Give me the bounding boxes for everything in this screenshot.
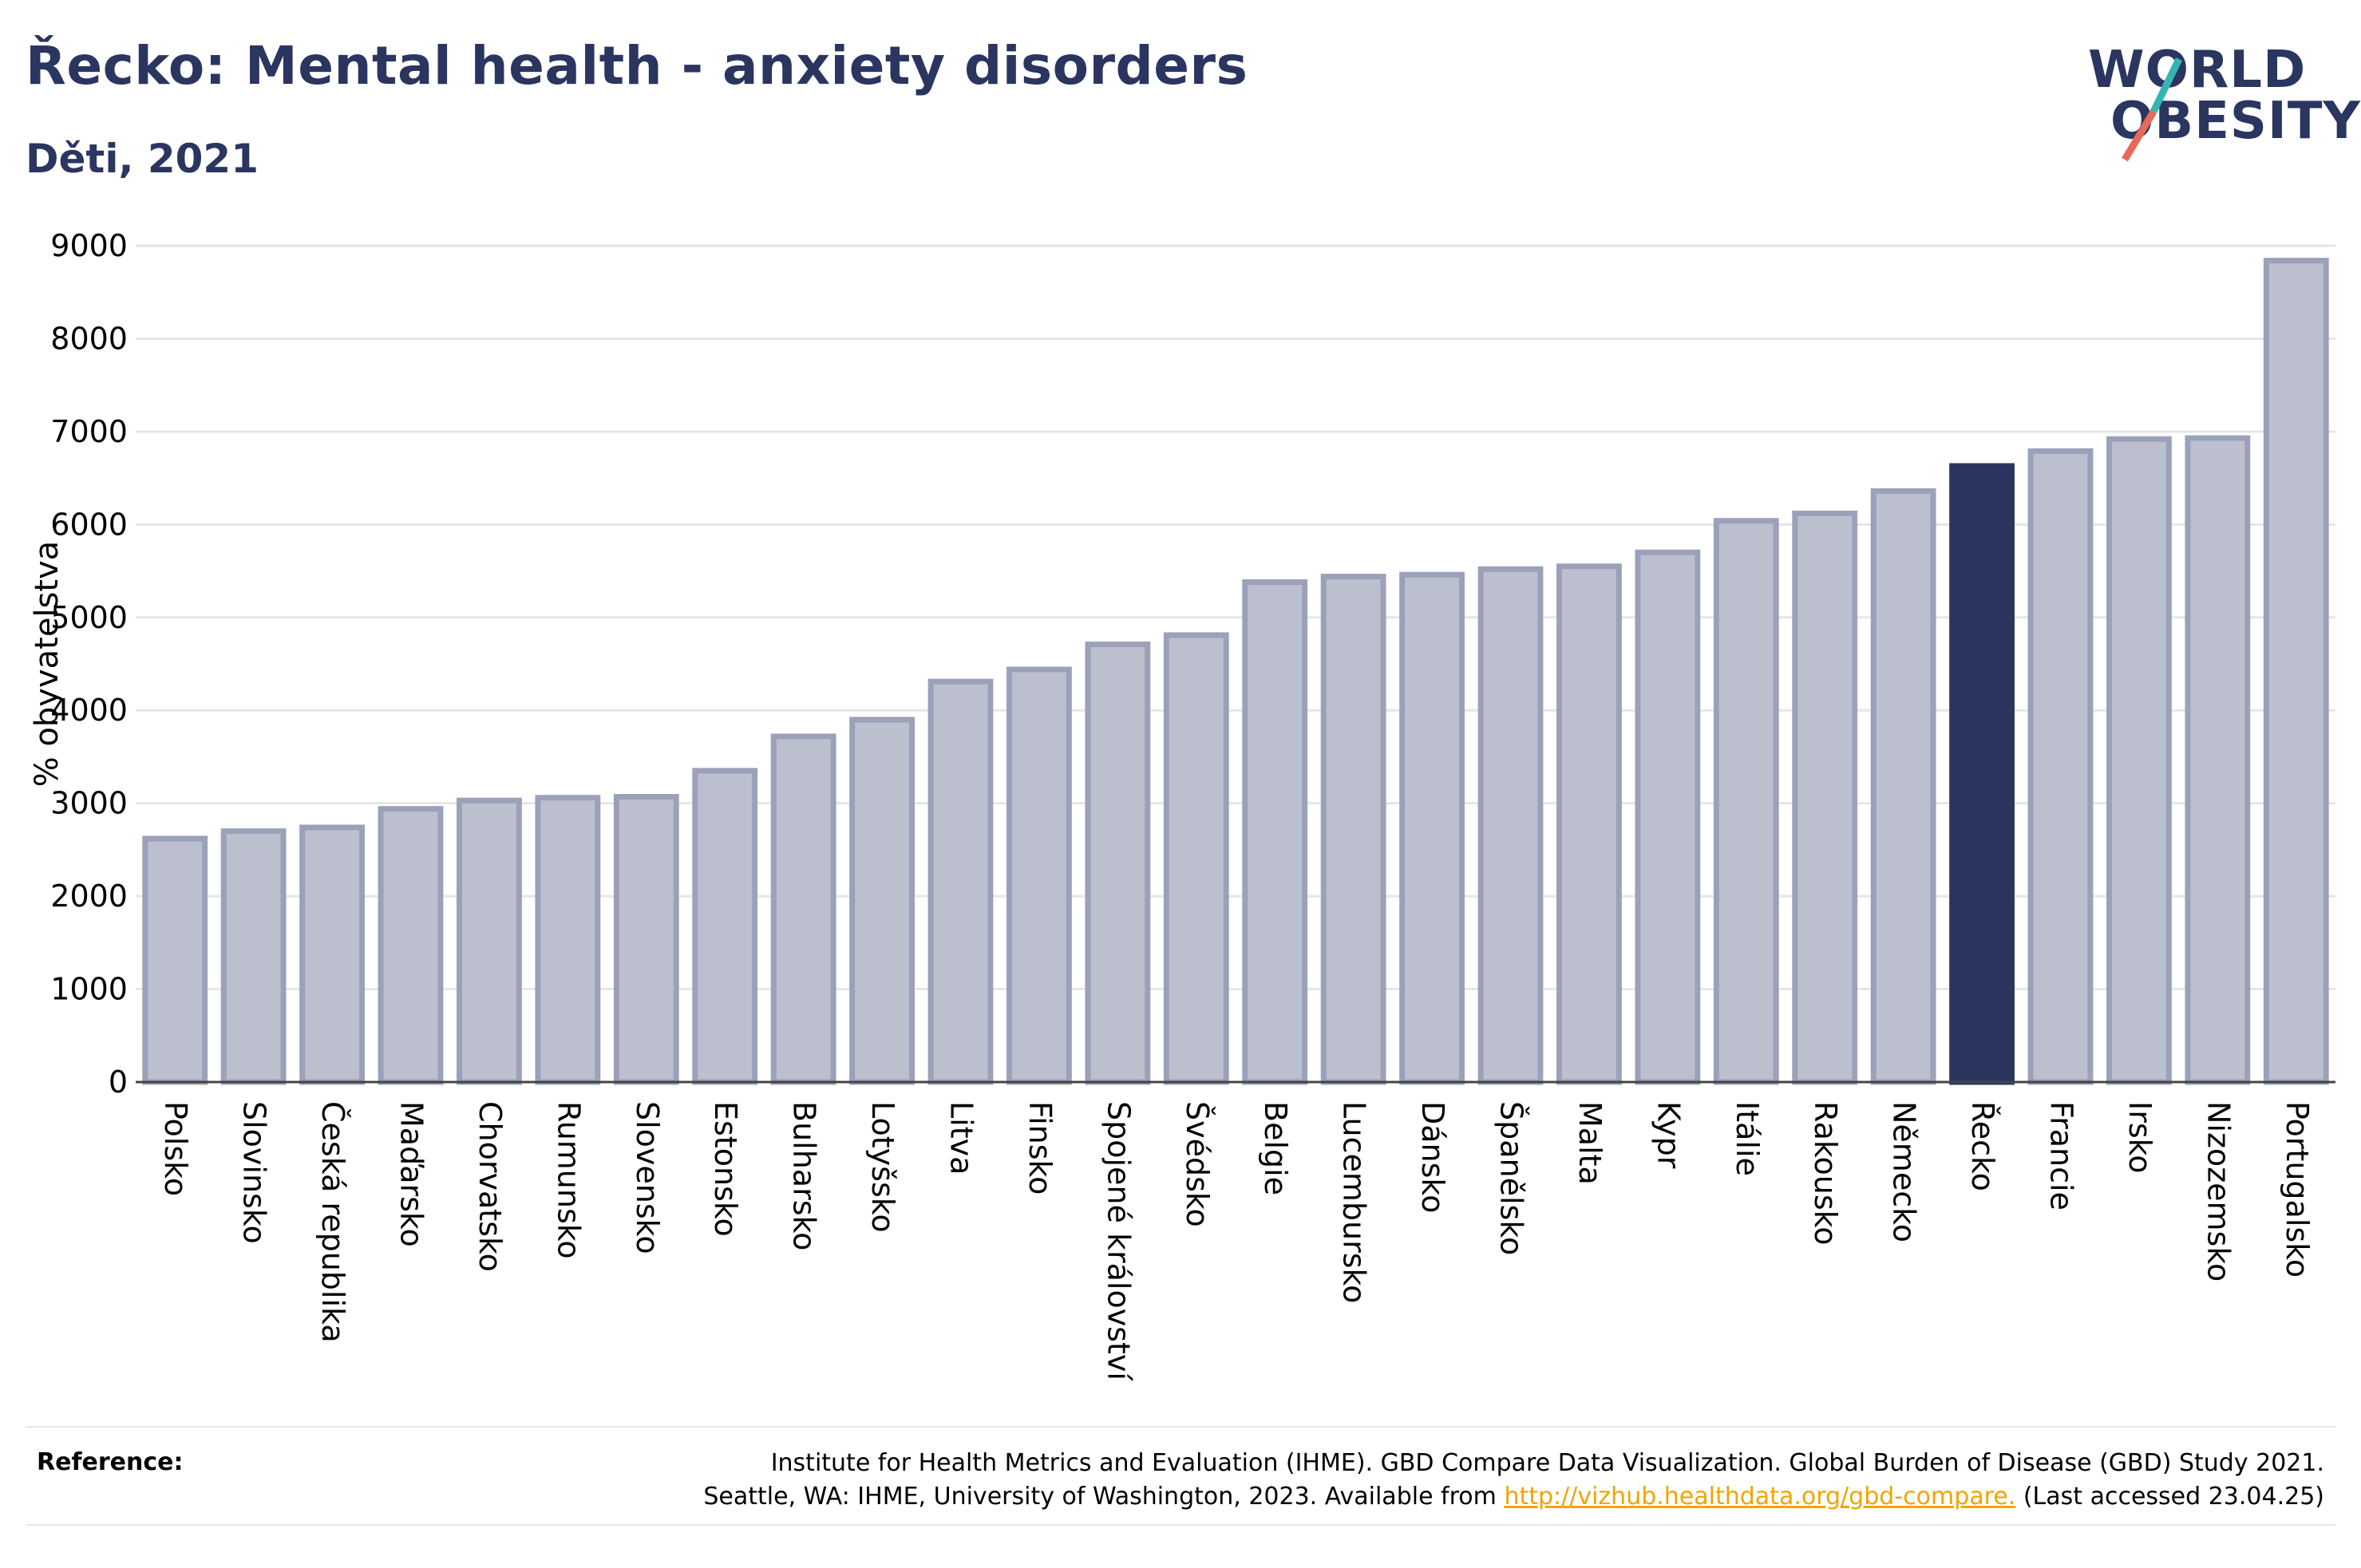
bar-17 — [1477, 566, 1544, 1085]
y-tick-label: 8000 — [50, 321, 128, 356]
x-tick-label: Polsko — [158, 1101, 193, 1196]
x-tick-label: Česká republika — [315, 1101, 350, 1343]
x-tick-label: Spojené království — [1101, 1101, 1136, 1381]
x-tick-label: Itálie — [1730, 1101, 1765, 1176]
logo-slash-icon — [2122, 57, 2183, 162]
bar-9 — [849, 717, 915, 1085]
bar-2 — [299, 824, 365, 1085]
x-tick-label: Kypr — [1651, 1101, 1686, 1169]
bar-23 — [1949, 463, 2015, 1085]
bar-16 — [1399, 571, 1465, 1085]
bar-19 — [1635, 549, 1701, 1085]
reference-line-2-suffix: (Last accessed 23.04.25) — [2023, 1483, 2324, 1511]
reference-divider-top — [26, 1426, 2335, 1428]
y-tick-label: 7000 — [50, 414, 128, 449]
x-tick-label: Francie — [2044, 1101, 2079, 1211]
x-tick-label: Nizozemsko — [2201, 1101, 2236, 1282]
bar-5 — [535, 795, 601, 1085]
bar-chart: 0 1000 2000 3000 4000 5000 6000 7000 8000 9000 Po… — [29, 228, 2335, 1381]
x-tick-label: Řecko — [1965, 1101, 2000, 1191]
x-tick-label: Španělsko — [1494, 1101, 1529, 1255]
x-tick-label: Rakousko — [1808, 1101, 1843, 1246]
x-tick-label: Maďarsko — [394, 1101, 429, 1247]
bar-18 — [1556, 563, 1622, 1085]
reference-label: Reference: — [37, 1448, 184, 1476]
bar-4 — [457, 797, 522, 1085]
bar-25 — [2106, 436, 2172, 1085]
x-tick-label: Belgie — [1258, 1101, 1293, 1195]
x-tick-label: Litva — [944, 1101, 979, 1175]
page-title: Řecko: Mental health - anxiety disorders — [26, 35, 1248, 97]
reference-line-1: Institute for Health Metrics and Evaluat… — [770, 1449, 2324, 1477]
y-tick-label: 6000 — [50, 507, 128, 542]
x-tick-label: Lotyšsko — [865, 1101, 900, 1233]
bar-20 — [1713, 518, 1779, 1085]
x-tick-label: Slovinsko — [237, 1101, 272, 1244]
bar-0 — [142, 835, 208, 1085]
page-subtitle: Děti, 2021 — [26, 136, 259, 182]
y-tick-label: 3000 — [50, 786, 128, 821]
world-obesity-logo: WORLD OBESITY — [2083, 40, 2360, 176]
bar-11 — [1006, 666, 1072, 1085]
logo-line-1: WORLD — [2088, 41, 2307, 100]
reference-link[interactable]: http://vizhub.healthdata.org/gbd-compare… — [1504, 1483, 2016, 1511]
x-tick-label: Dánsko — [1415, 1101, 1450, 1213]
x-tick-label: Slovensko — [630, 1101, 665, 1254]
bar-24 — [2027, 448, 2094, 1085]
y-tick-label: 2000 — [50, 879, 128, 914]
bar-6 — [613, 794, 679, 1085]
x-tick-label: Estonsko — [708, 1101, 743, 1237]
x-tick-label: Irsko — [2122, 1101, 2157, 1174]
y-tick-label: 1000 — [50, 972, 128, 1007]
x-tick-label: Malta — [1572, 1101, 1608, 1185]
bar-3 — [378, 806, 444, 1085]
logo-slash-bottom — [2122, 109, 2157, 162]
y-tick-label: 0 — [109, 1064, 128, 1100]
bar-12 — [1085, 642, 1151, 1085]
x-tick-label: Bulharsko — [787, 1101, 822, 1250]
bar-21 — [1792, 510, 1858, 1085]
bar-13 — [1163, 632, 1229, 1085]
x-tick-label: Lucembursko — [1337, 1101, 1372, 1303]
x-tick-label: Chorvatsko — [473, 1101, 508, 1272]
x-tick-label: Německo — [1887, 1101, 1922, 1242]
y-tick-label: 4000 — [50, 693, 128, 728]
y-tick-label: 5000 — [50, 600, 128, 635]
x-tick-label: Portugalsko — [2280, 1101, 2315, 1278]
bar-22 — [1870, 488, 1936, 1085]
bar-1 — [220, 828, 287, 1085]
x-tick-labels: Polsko Slovinsko Česká republika Maďarsko Ch… — [158, 1101, 2315, 1381]
bar-10 — [927, 678, 994, 1085]
reference-line-2: Seattle, WA: IHME, University of Washing… — [703, 1480, 2324, 1514]
bar-8 — [770, 733, 836, 1085]
bar-7 — [692, 768, 758, 1085]
x-tick-label: Finsko — [1022, 1101, 1058, 1195]
x-tick-label: Švédsko — [1180, 1101, 1215, 1227]
bars — [142, 258, 2329, 1085]
x-tick-label: Rumunsko — [551, 1101, 586, 1259]
reference-text: Institute for Health Metrics and Evaluat… — [703, 1447, 2324, 1514]
reference-divider-bottom — [26, 1524, 2335, 1526]
y-axis-label: % obyvatelstva — [29, 541, 65, 788]
bar-26 — [2185, 435, 2251, 1085]
bar-14 — [1242, 579, 1308, 1085]
bar-27 — [2263, 258, 2329, 1085]
y-tick-labels: 0 1000 2000 3000 4000 5000 6000 7000 8000 9000 — [50, 228, 128, 1100]
logo-slash-top — [2149, 57, 2183, 113]
logo-line-2: OBESITY — [2110, 92, 2361, 151]
y-tick-label: 9000 — [50, 228, 128, 263]
bar-15 — [1320, 574, 1386, 1085]
reference-line-2-prefix: Seattle, WA: IHME, University of Washing… — [703, 1483, 1497, 1511]
